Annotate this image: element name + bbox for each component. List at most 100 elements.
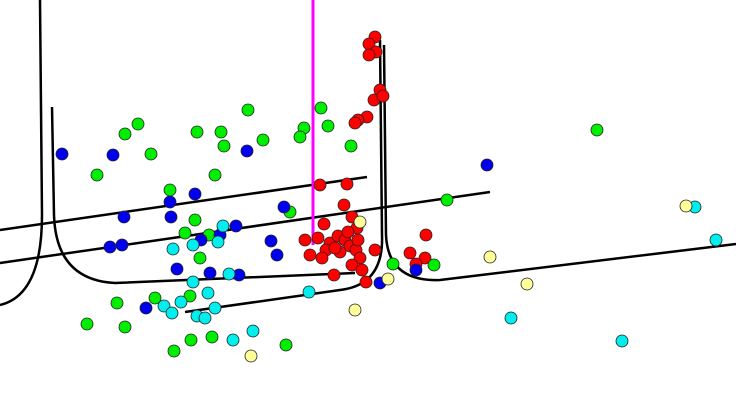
point (386, 257, 400, 271)
curve (184, 39, 384, 314)
point (157, 299, 171, 313)
point (418, 251, 432, 265)
point (264, 234, 278, 248)
point (270, 248, 284, 262)
point (205, 330, 219, 344)
point (174, 295, 188, 309)
point (139, 301, 153, 315)
point (440, 193, 454, 207)
point (241, 103, 255, 117)
point (279, 338, 293, 352)
point (315, 251, 329, 265)
point (403, 246, 417, 260)
point (166, 242, 180, 256)
point (217, 139, 231, 153)
point (368, 243, 382, 257)
point (214, 125, 228, 139)
point (198, 311, 212, 325)
point (170, 262, 184, 276)
point (188, 213, 202, 227)
point (90, 168, 104, 182)
point (222, 267, 236, 281)
point (327, 268, 341, 282)
point (240, 144, 254, 158)
point (115, 238, 129, 252)
point (208, 301, 222, 315)
point (504, 311, 518, 325)
point (118, 320, 132, 334)
point (118, 127, 132, 141)
point (167, 344, 181, 358)
point (55, 147, 69, 161)
point (615, 334, 629, 348)
point (246, 324, 260, 338)
point (183, 289, 197, 303)
point (376, 89, 390, 103)
curve (50, 106, 356, 285)
point (340, 177, 354, 191)
point (409, 263, 423, 277)
point (293, 130, 307, 144)
point (186, 275, 200, 289)
point (483, 250, 497, 264)
point (348, 116, 362, 130)
point (186, 238, 200, 252)
point (164, 210, 178, 224)
point (178, 226, 192, 240)
point (106, 148, 120, 162)
point (229, 219, 243, 233)
point (381, 272, 395, 286)
curve (0, 0, 44, 307)
point (337, 198, 351, 212)
point (344, 139, 358, 153)
point (131, 117, 145, 131)
point (184, 333, 198, 347)
point (103, 240, 117, 254)
point (427, 258, 441, 272)
point (211, 235, 225, 249)
point (341, 225, 355, 239)
point (679, 199, 693, 213)
point (148, 291, 162, 305)
point (117, 210, 131, 224)
point (256, 133, 270, 147)
point (165, 306, 179, 320)
curve (0, 175, 368, 232)
point (193, 251, 207, 265)
point (345, 258, 359, 272)
point (244, 349, 258, 363)
point (351, 233, 365, 247)
point (709, 233, 723, 247)
point (311, 231, 325, 245)
point (520, 277, 534, 291)
point (480, 158, 494, 172)
point (313, 178, 327, 192)
point (348, 303, 362, 317)
point (201, 286, 215, 300)
point (317, 217, 331, 231)
point (314, 101, 328, 115)
point (163, 195, 177, 209)
point (355, 263, 369, 277)
point (590, 123, 604, 137)
point (226, 333, 240, 347)
point (353, 215, 367, 229)
point (362, 48, 376, 62)
curves (0, 0, 736, 314)
point (328, 241, 342, 255)
point (144, 147, 158, 161)
curve (382, 44, 736, 282)
point (303, 248, 317, 262)
point (80, 317, 94, 331)
point (277, 200, 291, 214)
point (190, 125, 204, 139)
point (110, 296, 124, 310)
point (359, 275, 373, 289)
point (188, 187, 202, 201)
point (298, 233, 312, 247)
point (419, 228, 433, 242)
point (321, 119, 335, 133)
point (208, 168, 222, 182)
point (302, 285, 316, 299)
